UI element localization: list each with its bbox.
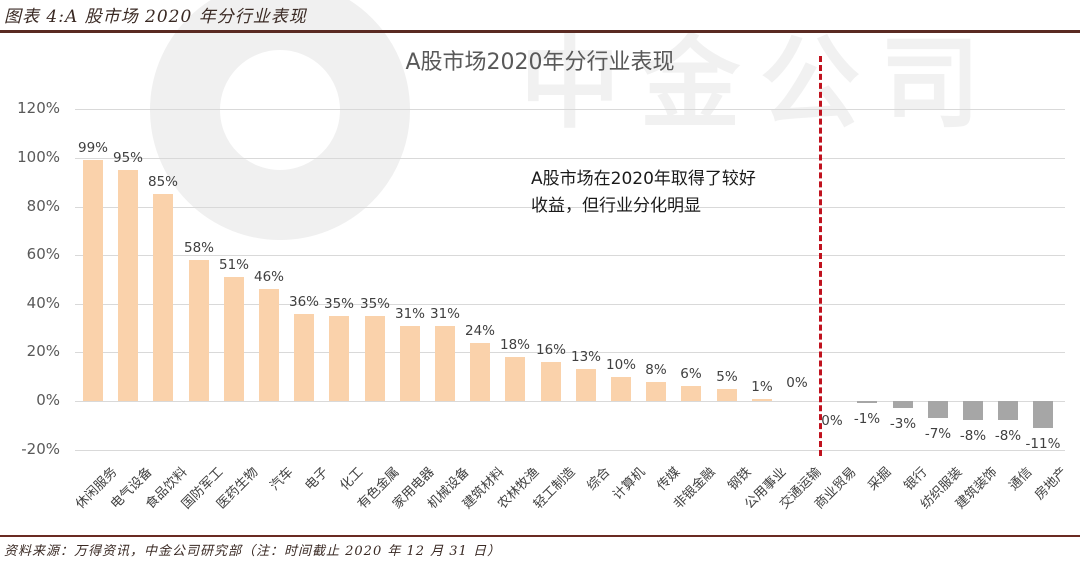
bar — [646, 381, 666, 401]
bar — [611, 376, 631, 401]
gridline — [75, 158, 1065, 159]
bar-value-label: 36% — [288, 293, 319, 310]
bar — [1033, 401, 1053, 428]
y-axis-tick-label: 20% — [26, 342, 60, 360]
bar-value-label: 5% — [716, 368, 738, 385]
bar — [576, 369, 596, 401]
gridline — [75, 304, 1065, 305]
bar — [153, 194, 173, 401]
y-axis-tick-label: 60% — [26, 245, 60, 263]
bar-value-label: 46% — [253, 269, 284, 286]
bar — [259, 289, 279, 401]
bar-value-label: 35% — [359, 295, 390, 312]
bar-value-label: -11% — [1025, 435, 1061, 452]
y-axis-tick-label: 0% — [36, 391, 60, 409]
bar-value-label: 35% — [323, 295, 354, 312]
bar-value-label: 95% — [112, 150, 143, 167]
y-axis-tick-label: 100% — [17, 148, 60, 166]
bar-value-label: 51% — [218, 257, 249, 274]
bar-value-label: 13% — [570, 349, 601, 366]
bar — [118, 170, 138, 401]
watermark-logo-ring — [150, 0, 410, 240]
gridline — [75, 255, 1065, 256]
bar-value-label: -7% — [924, 426, 952, 442]
chart-annotation: A股市场在2020年取得了较好 收益，但行业分化明显 — [531, 166, 756, 220]
caption-rule — [0, 30, 1080, 33]
gridline — [75, 352, 1065, 353]
bar — [435, 325, 455, 401]
bar-value-label: 31% — [394, 305, 425, 322]
bar-value-label: 16% — [535, 342, 566, 359]
divider-dashed-line — [819, 56, 822, 456]
gridline — [75, 109, 1065, 110]
x-axis-category-label: 房地产 — [1032, 464, 1071, 504]
bar-value-label: 58% — [183, 240, 214, 257]
y-axis-tick-label: -20% — [21, 440, 60, 458]
gridline — [75, 450, 1065, 451]
x-axis-category-label: 计算机 — [610, 464, 649, 504]
bar-value-label: -3% — [889, 416, 917, 433]
bar-value-label: 31% — [429, 305, 460, 322]
bar-value-label: 99% — [77, 140, 108, 157]
bar — [857, 401, 877, 404]
bar — [294, 313, 314, 401]
annotation-line-1: A股市场在2020年取得了较好 — [531, 169, 756, 189]
figure-caption: 图表 4:A 股市场 2020 年分行业表现 — [4, 7, 307, 27]
bar — [470, 342, 490, 401]
annotation-line-2: 收益，但行业分化明显 — [531, 196, 701, 216]
bar-value-label: 1% — [751, 378, 773, 395]
bar — [963, 401, 983, 421]
bar-value-label: -8% — [959, 428, 987, 445]
bar — [541, 362, 561, 401]
bar — [681, 386, 701, 401]
bar — [717, 388, 737, 401]
bar-value-label: 24% — [464, 322, 495, 339]
y-axis-tick-label: 80% — [26, 197, 60, 215]
bar-value-label: 0% — [821, 413, 843, 429]
bar — [998, 401, 1018, 421]
bar — [893, 401, 913, 409]
bar-value-label: -1% — [853, 411, 881, 428]
bar — [329, 315, 349, 401]
gridline — [75, 401, 1065, 402]
x-axis-category-label: 采掘 — [865, 464, 895, 494]
bar-value-label: 0% — [786, 375, 808, 391]
y-axis-tick-label: 120% — [17, 99, 60, 117]
bar — [189, 260, 209, 401]
x-axis-category-label: 汽车 — [267, 464, 297, 494]
bar-value-label: 10% — [605, 356, 636, 373]
footer-rule — [0, 535, 1080, 537]
bar-value-label: 6% — [680, 366, 702, 383]
chart-title: A股市场2020年分行业表现 — [405, 50, 675, 75]
bar — [83, 160, 103, 401]
bar — [224, 277, 244, 401]
bar — [752, 398, 772, 401]
x-axis-category-label: 电子 — [302, 464, 332, 494]
bar-value-label: -8% — [994, 428, 1022, 445]
watermark-text: 中金公司 — [520, 25, 1000, 142]
bar-value-label: 8% — [645, 361, 667, 378]
bar-value-label: 85% — [147, 174, 178, 191]
bar — [400, 325, 420, 401]
y-axis-tick-label: 40% — [26, 294, 60, 312]
bar — [505, 357, 525, 401]
bar-value-label: 18% — [499, 337, 530, 354]
gridline — [75, 207, 1065, 208]
bar — [928, 401, 948, 418]
source-note: 资料来源：万得资讯，中金公司研究部（注：时间截止 2020 年 12 月 31 … — [4, 544, 501, 559]
bar — [365, 315, 385, 401]
